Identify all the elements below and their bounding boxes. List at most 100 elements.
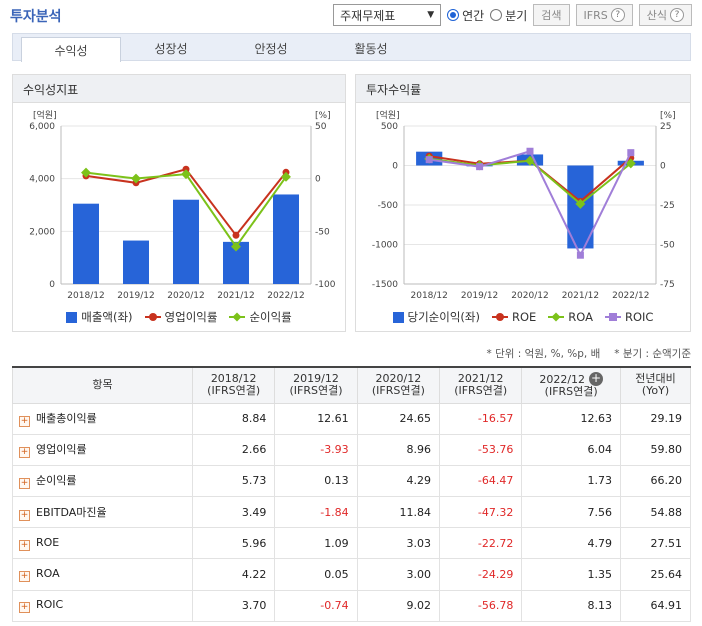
table-cell: 9.02 (356, 589, 441, 622)
legend-label: 매출액(좌) (81, 310, 133, 324)
radio-annual[interactable]: 연간 (447, 7, 484, 24)
table-cell: 66.20 (620, 464, 691, 498)
table-cell: 3.03 (356, 527, 441, 560)
legend-item[interactable]: ROIC (605, 309, 653, 325)
left-axis-unit: [억원] (33, 109, 57, 121)
column-header-item: 항목 (12, 366, 193, 404)
row-name[interactable]: + ROIC (12, 589, 193, 622)
radio-annual-label: 연간 (462, 8, 485, 23)
table-cell: 0.13 (274, 464, 358, 498)
row-name[interactable]: + ROE (12, 527, 193, 560)
tab-profitability[interactable]: 수익성 (21, 37, 121, 62)
question-icon: ? (610, 8, 625, 22)
line-point (526, 147, 534, 155)
expand-plus-icon[interactable]: + (19, 447, 30, 459)
bar (173, 199, 199, 284)
legend-item[interactable]: 영업이익률 (144, 309, 218, 325)
chart-legend: 매출액(좌) 영업이익률 순이익률 (13, 309, 345, 325)
row-name[interactable]: + 영업이익률 (12, 433, 193, 466)
table-cell: 2.66 (191, 433, 276, 466)
table-cell: 12.63 (521, 402, 621, 435)
expand-plus-icon[interactable]: + (19, 509, 30, 521)
add-column-icon[interactable]: + (589, 370, 604, 386)
expand-plus-icon[interactable]: + (19, 571, 30, 583)
row-label: 영업이익률 (36, 443, 87, 457)
table-cell: 5.73 (191, 464, 276, 498)
table-cell: 59.80 (620, 433, 691, 466)
table-cell: 8.84 (191, 402, 276, 435)
expand-plus-icon[interactable]: + (19, 478, 30, 490)
x-tick-label: 2019/12 (117, 291, 154, 301)
tab-growth[interactable]: 성장성 (154, 41, 188, 56)
line-point (425, 156, 433, 164)
chevron-down-icon: ▼ (427, 10, 435, 20)
column-header: 2020/12 (IFRS연결) (356, 366, 441, 404)
table-row: + ROE 5.96 1.09 3.03 -22.72 4.79 27.51 (12, 527, 691, 560)
legend-item[interactable]: 매출액(좌) (66, 309, 133, 325)
table-cell: -64.47 (439, 464, 523, 498)
table-header-row: 항목 2018/12 (IFRS연결) 2019/12 (IFRS연결) 2020/12(… (12, 366, 691, 404)
ifrs-help-button[interactable]: IFRS ? (575, 4, 633, 26)
analysis-tabs: 수익성 성장성 안정성 활동성 (12, 33, 691, 62)
line-point (232, 231, 240, 239)
table-cell: -0.74 (274, 589, 358, 622)
line-point (131, 173, 141, 184)
formula-help-button[interactable]: 산식 ? (638, 4, 692, 26)
x-tick-label: 2022/12 (267, 291, 304, 301)
units-note: * 단위 : 억원, %, %p, 배 (486, 348, 601, 360)
search-button[interactable]: 검색 (533, 4, 570, 26)
legend-item[interactable]: ROE (491, 309, 536, 325)
left-tick-label: 0 (392, 162, 398, 172)
tab-activity[interactable]: 활동성 (354, 41, 388, 56)
expand-plus-icon[interactable]: + (19, 416, 30, 428)
right-tick-label: -50 (660, 241, 675, 251)
left-tick-label: 6,000 (29, 122, 55, 132)
table-row: + 순이익률 5.73 0.13 4.29 -64.47 1.73 66.20 (12, 464, 691, 498)
legend-label: 영업이익률 (164, 310, 218, 324)
radio-quarter[interactable]: 분기 (490, 7, 527, 24)
table-cell: 1.35 (521, 558, 621, 591)
right-tick-label: 0 (315, 175, 321, 185)
units-note-row: * 단위 : 억원, %, %p, 배 * 분기 : 순액기준 (12, 346, 691, 361)
table-cell: 7.56 (521, 496, 621, 529)
row-name[interactable]: + 순이익률 (12, 464, 193, 498)
column-header: 전년대비 (YoY) (620, 366, 691, 404)
bar (123, 240, 149, 284)
bar (73, 203, 99, 284)
table-cell: 3.00 (356, 558, 441, 591)
tab-stability[interactable]: 안정성 (254, 41, 288, 56)
x-tick-label: 2020/12 (167, 291, 204, 301)
line-swatch-icon (605, 313, 621, 321)
legend-label: ROA (568, 310, 593, 324)
table-cell: 4.79 (521, 527, 621, 560)
radio-selected-icon (447, 9, 460, 21)
table-row: + ROIC 3.70 -0.74 9.02 -56.78 8.13 64.91 (12, 589, 691, 622)
right-tick-label: 25 (660, 122, 671, 132)
table-cell: 3.49 (191, 496, 276, 529)
table-cell: 5.96 (191, 527, 276, 560)
table-cell: -24.29 (439, 558, 523, 591)
row-name[interactable]: + ROA (12, 558, 193, 591)
right-axis-unit: [%] (315, 111, 331, 121)
expand-plus-icon[interactable]: + (19, 602, 30, 614)
legend-label: 당기순이익(좌) (407, 310, 480, 324)
row-name[interactable]: + 매출총이익률 (12, 402, 193, 435)
expand-plus-icon[interactable]: + (19, 539, 30, 551)
legend-item[interactable]: ROA (548, 309, 593, 325)
table-cell: 0.05 (274, 558, 358, 591)
legend-item[interactable]: 순이익률 (229, 309, 292, 325)
profitability-table: 항목 2018/12 (IFRS연결) 2019/12 (IFRS연결) 2020/12(… (12, 366, 691, 622)
right-axis-unit: [%] (660, 111, 676, 121)
statement-select[interactable]: 주재무제표 ▼ (333, 4, 442, 26)
formula-label: 산식 (646, 9, 667, 22)
right-tick-label: 0 (660, 162, 666, 172)
table-cell: 29.19 (620, 402, 691, 435)
left-tick-label: -500 (378, 201, 399, 211)
legend-item[interactable]: 당기순이익(좌) (392, 309, 480, 325)
left-tick-label: -1000 (372, 241, 398, 251)
row-name[interactable]: + EBITDA마진율 (12, 496, 193, 529)
row-label: ROIC (36, 598, 64, 612)
left-tick-label: 0 (49, 280, 55, 290)
table-cell: -53.76 (439, 433, 523, 466)
table-cell: -22.72 (439, 527, 523, 560)
